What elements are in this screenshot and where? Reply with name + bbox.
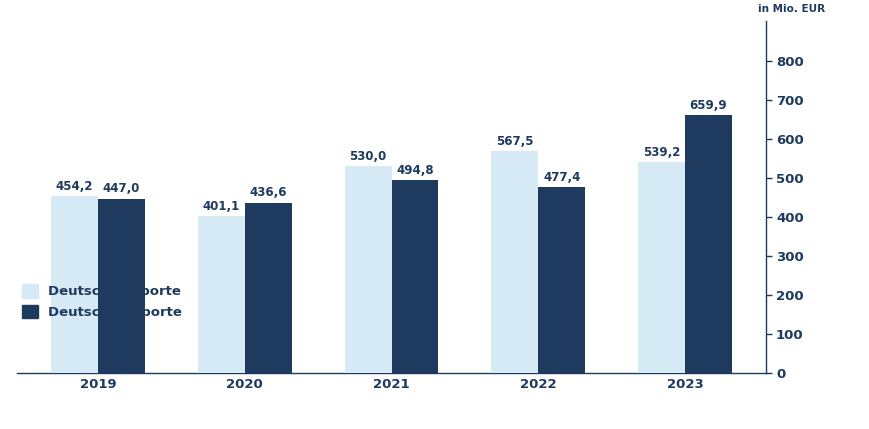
Bar: [538, 187, 585, 373]
Text: 494,8: 494,8: [395, 164, 434, 177]
Bar: [684, 115, 731, 373]
Text: 659,9: 659,9: [689, 99, 726, 112]
Text: 567,5: 567,5: [495, 135, 533, 148]
Text: in Mio. EUR: in Mio. EUR: [758, 4, 825, 15]
Bar: [197, 217, 244, 373]
Bar: [491, 151, 538, 373]
Text: 401,1: 401,1: [202, 200, 240, 213]
Text: 530,0: 530,0: [349, 150, 386, 163]
Legend: Deutsche Exporte, Deutsche Importe: Deutsche Exporte, Deutsche Importe: [17, 279, 187, 324]
Bar: [244, 202, 291, 373]
Text: 477,4: 477,4: [542, 170, 580, 184]
Text: 436,6: 436,6: [249, 187, 287, 199]
Bar: [344, 166, 391, 373]
Bar: [391, 180, 438, 373]
Bar: [637, 163, 684, 373]
Text: 447,0: 447,0: [103, 182, 140, 195]
Text: 454,2: 454,2: [56, 180, 93, 193]
Bar: [51, 196, 98, 373]
Bar: [98, 199, 145, 373]
Text: 539,2: 539,2: [642, 146, 680, 159]
